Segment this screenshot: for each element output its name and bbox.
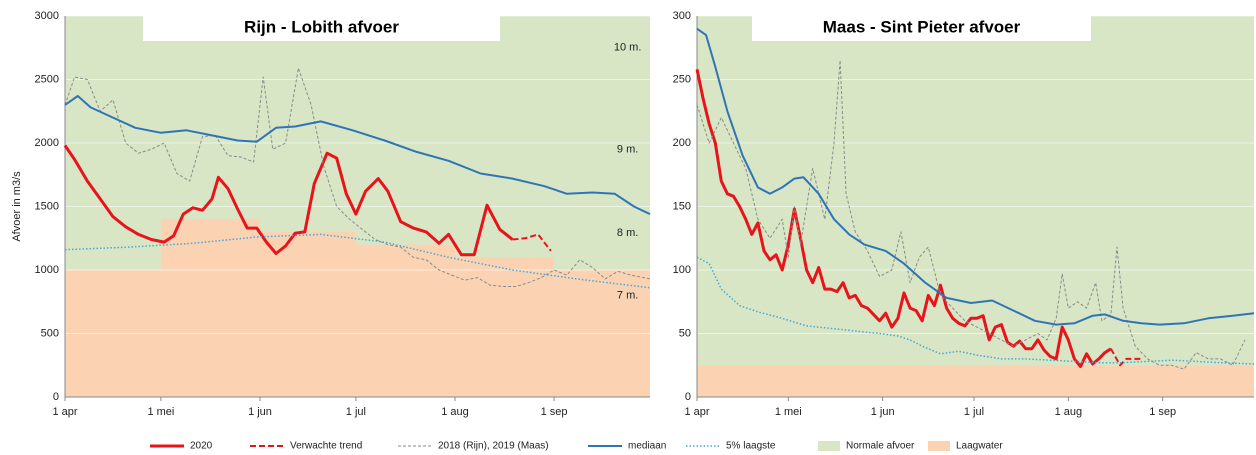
legend-label: Verwachte trend (290, 441, 362, 452)
series-line (512, 233, 552, 252)
title-box (752, 14, 1091, 41)
annotation: 10 m. (614, 42, 642, 54)
legend-label: Laagwater (956, 441, 1003, 452)
y-tick-label: 50 (679, 327, 691, 339)
series-line (696, 27, 1255, 326)
low-water-step (697, 365, 1254, 397)
low-water-step (355, 244, 455, 397)
x-tick-label: 1 mei (147, 406, 174, 418)
y-tick-label: 200 (673, 137, 691, 149)
legend: 2020 Verwachte trend 2018 (Rijn), 2019 (Ma… (150, 441, 1003, 452)
annotation: 9 m. (617, 143, 638, 155)
series-line (64, 233, 651, 289)
series-line (1110, 348, 1142, 367)
y-tick-label: 0 (53, 391, 59, 403)
y-tick-label: 0 (685, 391, 691, 403)
legend-label: 2018 (Rijn), 2019 (Maas) (438, 441, 549, 452)
y-tick-label: 1500 (35, 200, 59, 212)
y-tick-label: 300 (673, 10, 691, 22)
x-tick-label: 1 apr (52, 406, 77, 418)
x-tick-label: 1 sep (541, 406, 568, 418)
legend-label: 5% laagste (726, 441, 776, 452)
y-tick-label: 500 (41, 327, 59, 339)
low-water-step (160, 219, 260, 397)
chart-title: Maas - Sint Pieter afvoer (823, 17, 1021, 36)
annotation: 8 m. (617, 227, 638, 239)
panel: 0 500 1000 1500 2000 2500 3000 1 apr 1 mei 1 jun 1… (11, 10, 651, 418)
x-tick-label: 1 jun (871, 406, 895, 418)
x-tick-label: 1 apr (684, 406, 709, 418)
y-tick-label: 3000 (35, 10, 59, 22)
y-tick-label: 1000 (35, 264, 59, 276)
series-line (696, 59, 1246, 370)
legend-label: Normale afvoer (846, 441, 915, 452)
y-tick-label: 250 (673, 73, 691, 85)
x-tick-label: 1 jul (964, 406, 984, 418)
legend-label: 2020 (190, 441, 213, 452)
series-line (64, 67, 651, 287)
title-box (143, 14, 500, 41)
low-water-step (455, 257, 555, 397)
y-axis-label: Afvoer in m3/s (11, 171, 23, 242)
legend-label: mediaan (628, 441, 666, 452)
y-tick-label: 2000 (35, 137, 59, 149)
chart-title: Rijn - Lobith afvoer (244, 17, 399, 36)
y-tick-label: 150 (673, 200, 691, 212)
series-line (64, 95, 651, 216)
legend-swatch (928, 441, 950, 451)
series-line (695, 68, 1112, 368)
x-tick-label: 1 mei (775, 406, 802, 418)
y-tick-label: 100 (673, 264, 691, 276)
low-water-step (260, 231, 356, 397)
legend-swatch (818, 441, 840, 451)
x-tick-label: 1 jul (346, 406, 366, 418)
series-line (63, 144, 514, 257)
x-tick-label: 1 aug (441, 406, 469, 418)
annotation: 7 m. (617, 289, 638, 301)
x-tick-label: 1 aug (1055, 406, 1083, 418)
x-tick-label: 1 sep (1149, 406, 1176, 418)
panel: 0 50 100 150 200 250 300 1 apr 1 mei 1 jun 1 jul 1 … (673, 10, 1255, 418)
y-tick-label: 2500 (35, 73, 59, 85)
x-tick-label: 1 jun (248, 406, 272, 418)
